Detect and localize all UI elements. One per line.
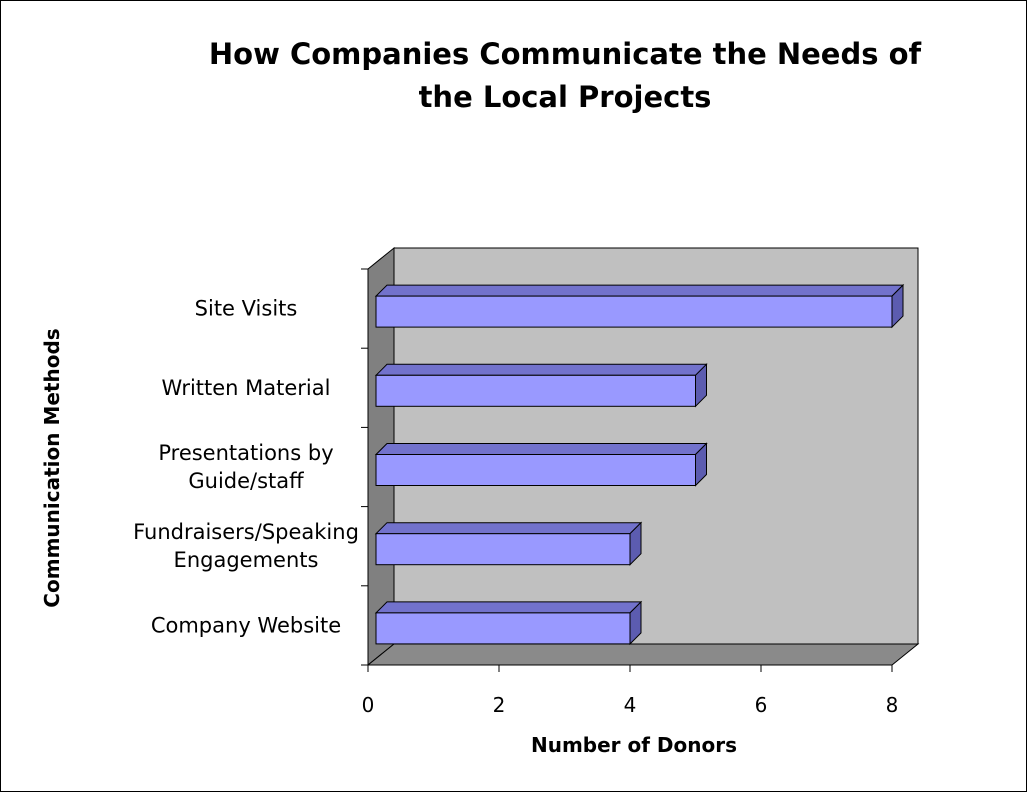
x-tick-label: 0: [362, 693, 375, 717]
category-label: Company Website: [151, 613, 341, 637]
category-label: Presentations by Guide/staff: [158, 441, 333, 493]
bars: [374, 283, 905, 646]
bar: [374, 521, 643, 566]
category-labels: Site Visits Written Material Presentations…: [133, 297, 359, 638]
category-label: Site Visits: [195, 297, 298, 321]
category-label: Written Material: [162, 376, 331, 400]
axis-ticks: 0 2 4 6 8: [361, 268, 899, 717]
x-tick-label: 6: [755, 693, 768, 717]
x-tick-label: 8: [886, 693, 899, 717]
chart-title-line-2: the Local Projects: [419, 80, 712, 114]
floor: [366, 643, 920, 666]
bar: [374, 283, 905, 329]
x-axis-title: Number of Donors: [531, 733, 737, 757]
x-tick-label: 2: [493, 693, 506, 717]
chart-title-line-1: How Companies Communicate the Needs of: [209, 37, 922, 71]
bar: [374, 600, 643, 646]
x-tick-label: 4: [624, 693, 637, 717]
category-label: Fundraisers/Speaking Engagements: [133, 520, 359, 572]
bar: [374, 363, 708, 408]
y-axis-title: Communication Methods: [40, 328, 64, 607]
bar: [374, 442, 708, 487]
